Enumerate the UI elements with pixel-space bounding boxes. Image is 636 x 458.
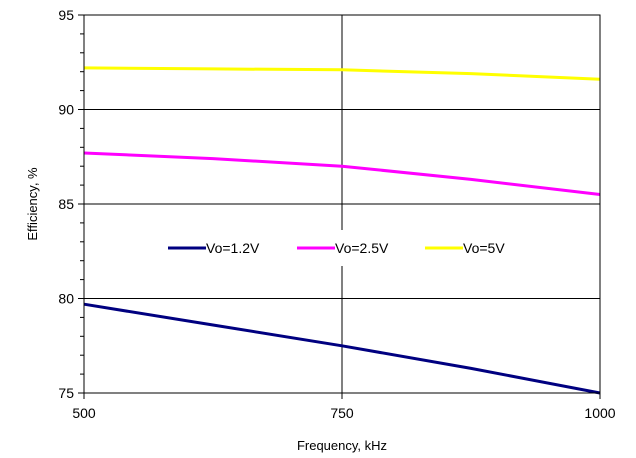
y-tick-label: 75	[58, 385, 74, 401]
series-line	[83, 302, 601, 395]
tick-marks	[78, 14, 601, 399]
y-tick-label: 95	[58, 7, 74, 23]
legend-label: Vo=5V	[463, 240, 505, 256]
series-layer	[83, 66, 601, 395]
legend: Vo=1.2V Vo=2.5V Vo=5V	[168, 240, 505, 256]
grid-lines	[84, 15, 600, 393]
legend-label: Vo=1.2V	[206, 240, 260, 256]
y-tick-label: 90	[58, 102, 74, 118]
x-tick-label: 750	[330, 405, 354, 421]
x-tick-labels: 500 750 1000	[72, 405, 615, 421]
y-tick-labels: 75 80 85 90 95	[58, 7, 74, 401]
legend-label: Vo=2.5V	[335, 240, 389, 256]
x-axis-title: Frequency, kHz	[297, 438, 387, 453]
y-tick-label: 80	[58, 291, 74, 307]
x-tick-label: 500	[72, 405, 96, 421]
x-tick-label: 1000	[584, 405, 615, 421]
y-axis-title: Efficiency, %	[25, 167, 40, 241]
y-tick-label: 85	[58, 196, 74, 212]
legend-box	[160, 230, 536, 266]
series-line	[83, 151, 601, 196]
series-line	[83, 66, 601, 81]
